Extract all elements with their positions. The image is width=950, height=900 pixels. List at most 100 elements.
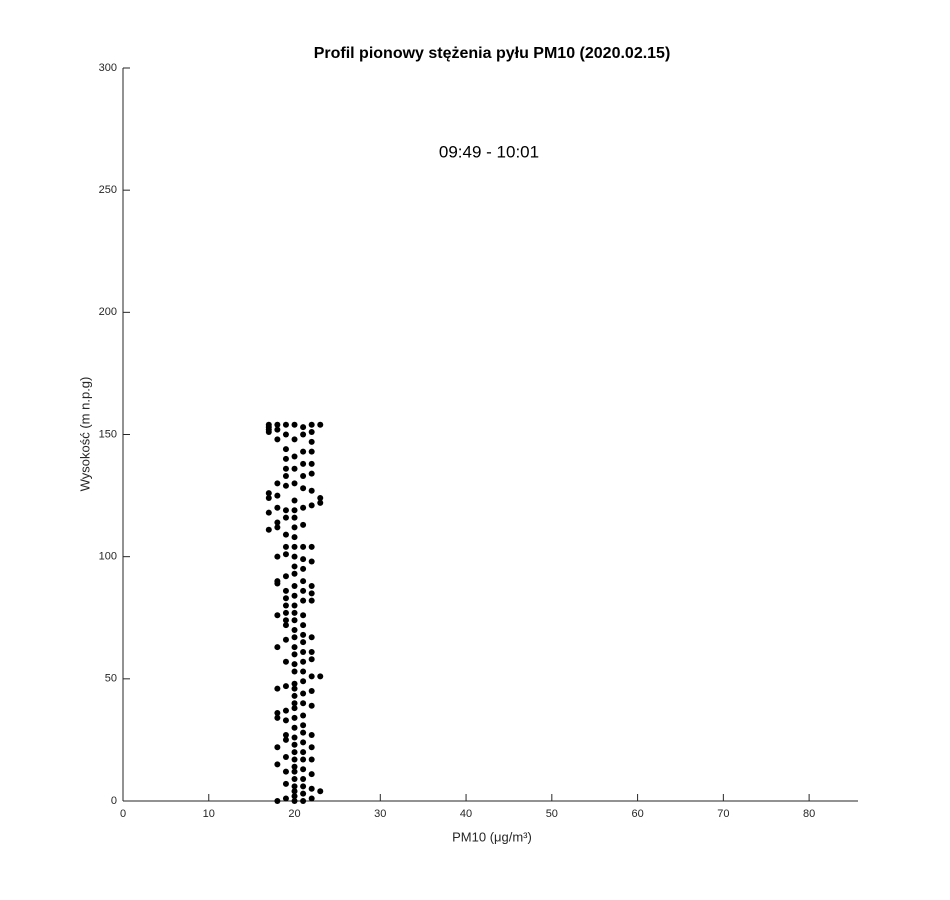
point [291, 724, 298, 731]
point [300, 749, 307, 756]
point [291, 634, 298, 641]
point [308, 487, 315, 494]
point [300, 631, 307, 638]
point [282, 431, 289, 438]
point [291, 514, 298, 521]
point [282, 482, 289, 489]
point [291, 497, 298, 504]
point [308, 543, 315, 550]
point [291, 524, 298, 531]
point [265, 526, 272, 533]
point [308, 673, 315, 680]
point [308, 582, 315, 589]
point [291, 602, 298, 609]
point [308, 470, 315, 477]
point [282, 543, 289, 550]
point [291, 507, 298, 514]
point [282, 717, 289, 724]
point [300, 473, 307, 480]
point [308, 460, 315, 467]
point [282, 507, 289, 514]
point [291, 756, 298, 763]
y-tick-label: 100 [99, 551, 117, 563]
point [300, 729, 307, 736]
point [317, 788, 324, 795]
point [300, 431, 307, 438]
point [300, 756, 307, 763]
point [265, 421, 272, 428]
point [308, 688, 315, 695]
point [265, 495, 272, 502]
point [282, 683, 289, 690]
x-tick-label: 60 [631, 808, 643, 820]
point [274, 480, 281, 487]
point [282, 636, 289, 643]
point [300, 798, 307, 804]
point [300, 776, 307, 783]
x-tick-label: 10 [203, 808, 215, 820]
point [282, 768, 289, 775]
point [274, 744, 281, 751]
point [291, 749, 298, 756]
point [282, 465, 289, 472]
point [282, 531, 289, 538]
point [291, 798, 298, 804]
point [274, 504, 281, 511]
point [291, 700, 298, 707]
point [291, 592, 298, 599]
point [308, 590, 315, 597]
point [274, 524, 281, 531]
point [274, 644, 281, 651]
point [308, 771, 315, 778]
point [300, 739, 307, 746]
point [300, 424, 307, 431]
point [291, 651, 298, 658]
chart-title: Profil pionowy stężenia pyłu PM10 (2020.… [314, 45, 671, 62]
y-tick-label: 150 [99, 428, 117, 440]
point [308, 448, 315, 455]
point [300, 622, 307, 629]
point [291, 534, 298, 541]
y-tick-label: 50 [105, 673, 117, 685]
point [282, 602, 289, 609]
point [274, 426, 281, 433]
point [300, 700, 307, 707]
point [274, 553, 281, 560]
point [300, 668, 307, 675]
point [300, 712, 307, 719]
point [291, 788, 298, 795]
point [282, 573, 289, 580]
point [274, 519, 281, 526]
point [282, 595, 289, 602]
point [291, 609, 298, 616]
point [291, 793, 298, 800]
point [282, 609, 289, 616]
point [300, 612, 307, 619]
point [300, 597, 307, 604]
point [282, 587, 289, 594]
point [317, 499, 324, 506]
point [291, 480, 298, 487]
point [300, 648, 307, 655]
y-tick-label: 300 [99, 62, 117, 74]
point [300, 460, 307, 467]
point [300, 543, 307, 550]
point [291, 421, 298, 428]
point [291, 668, 298, 675]
point [265, 490, 272, 497]
point [300, 783, 307, 790]
point [300, 485, 307, 492]
point [291, 661, 298, 668]
point [265, 509, 272, 516]
point [291, 563, 298, 570]
point [274, 421, 281, 428]
point [291, 734, 298, 741]
point [282, 622, 289, 629]
point [274, 578, 281, 585]
x-tick-label: 50 [546, 808, 558, 820]
point [274, 714, 281, 721]
point [282, 795, 289, 802]
point [282, 514, 289, 521]
point [291, 465, 298, 472]
